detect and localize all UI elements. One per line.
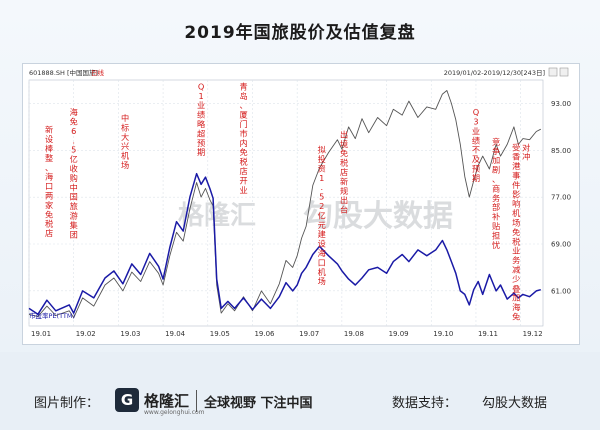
logo-name: 格隆汇	[144, 392, 190, 410]
y-tick-label: 69.00	[551, 241, 571, 249]
x-tick-label: 19.07	[299, 330, 319, 338]
watermark: 格隆汇 勾股大数据	[178, 199, 453, 234]
pe-line	[28, 172, 541, 316]
annotation-text: 海免 6. 5 亿收购中国旅游集团	[70, 107, 78, 239]
x-tick-label: 19.03	[120, 330, 140, 338]
slogan: 全球视野 下注中国	[204, 396, 313, 411]
page-title: 2019年国旅股价及估值复盘	[184, 23, 416, 43]
annotation-text: 青岛、厦门市内免税店开业	[239, 81, 247, 194]
annotation-text: 中标大兴机场	[121, 113, 130, 170]
source-name: 勾股大数据	[482, 396, 548, 411]
price-line	[28, 90, 542, 319]
gelonghui-logo-icon: G	[115, 388, 139, 412]
chart-panel: 601888.SH [中国国旅] 日线 2019/01/02-2019/12/3…	[22, 63, 580, 345]
footer: 图片制作： G 格隆汇 www.gelonghui.com 全球视野 下注中国 …	[0, 352, 600, 430]
y-tick-label: 77.00	[551, 194, 571, 202]
annotation-text: Q 1 业绩略超预期	[197, 81, 206, 157]
y-tick-label: 61.00	[551, 287, 571, 295]
annotation-text: 拟投资 1. 5 2 亿元建设海口机场	[318, 145, 327, 287]
x-tick-label: 19.06	[254, 330, 275, 338]
price-pe-chart: 601888.SH [中国国旅] 日线 2019/01/02-2019/12/3…	[28, 67, 571, 338]
date-range-label: 2019/01/02-2019/12/30[243日]	[444, 69, 545, 77]
x-axis: 19.01 19.02 19.03 19.04 19.05 19.06 19.07 19.08…	[31, 330, 543, 338]
annotation-text: 受香港事件影响机场免税业务减少叠加海免对冲	[512, 142, 530, 321]
y-tick-label: 93.00	[551, 100, 571, 108]
settings-button[interactable]	[559, 67, 569, 77]
x-tick-label: 19.01	[31, 330, 51, 338]
watermark-brand-left: 格隆汇	[178, 200, 256, 231]
y-axis: 61.00 69.00 77.00 85.00 93.00	[551, 100, 571, 295]
footer-divider	[196, 390, 197, 412]
watermark-brand-right: 勾股大数据	[303, 199, 453, 234]
x-tick-label: 19.04	[165, 330, 186, 338]
grid	[28, 79, 544, 327]
x-tick-label: 19.10	[433, 330, 453, 338]
series-group	[28, 90, 542, 319]
annotation-text: 竞争加剧、商务部补贴担忧	[492, 136, 500, 249]
ticker-label: 601888.SH [中国国旅]	[29, 68, 98, 77]
annotation-text: Q 3 业绩不及预期	[472, 107, 480, 183]
y-tick-label: 85.00	[551, 147, 571, 155]
plot-frame	[28, 79, 544, 327]
annotations-group: 新设棒整、海口两家免税店 海免 6. 5 亿收购中国旅游集团 中标大兴机场 Q 1 业绩略超预期…	[45, 81, 530, 321]
x-tick-label: 19.08	[344, 330, 364, 338]
x-tick-label: 19.11	[478, 330, 498, 338]
legend-pe: 市盈率PE(TTM)	[29, 311, 75, 320]
x-tick-label: 19.02	[76, 330, 96, 338]
logo-url: www.gelonghui.com	[144, 409, 205, 416]
x-tick-label: 19.12	[523, 330, 543, 338]
annotation-text: 新设棒整、海口两家免税店	[45, 125, 53, 238]
x-tick-label: 19.09	[389, 330, 409, 338]
x-tick-label: 19.05	[210, 330, 230, 338]
period-label: 日线	[91, 68, 105, 77]
zoom-button[interactable]	[548, 67, 558, 77]
annotation-text: 出境免税店新规出台	[340, 129, 348, 214]
source-label: 数据支持：	[392, 396, 458, 411]
maker-label: 图片制作：	[34, 396, 100, 411]
